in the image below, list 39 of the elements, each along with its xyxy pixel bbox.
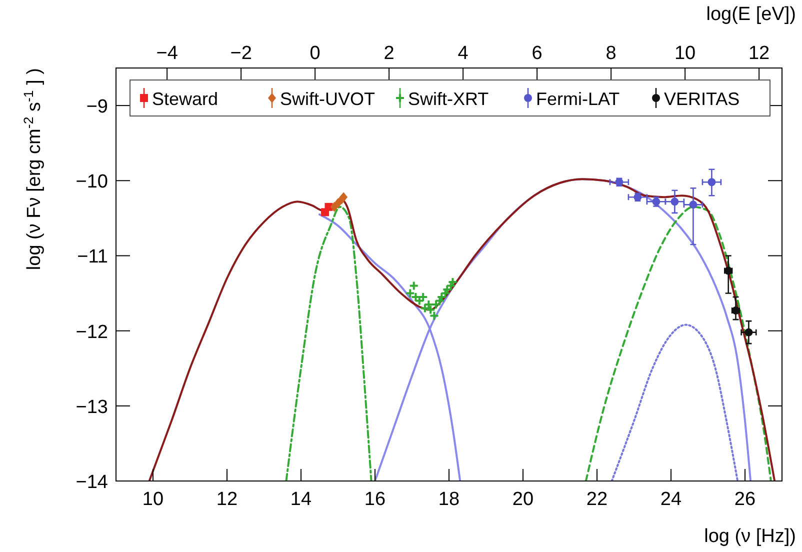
x-tick-label: 16 (364, 489, 386, 510)
x-tick-label: 24 (660, 489, 682, 510)
line-series (610, 324, 739, 481)
x2-tick-label: 8 (606, 43, 616, 64)
x-tick-label: 14 (290, 489, 312, 510)
x-tick-label: 20 (512, 489, 534, 510)
y-tick-label: −9 (86, 96, 108, 118)
point (744, 328, 753, 336)
y-tick-label: −14 (76, 472, 108, 493)
point (408, 280, 419, 291)
point (670, 198, 679, 206)
x2-tick-label: 12 (748, 43, 770, 64)
y-tick-label: −10 (76, 172, 108, 193)
x2-tick-label: 10 (674, 43, 696, 64)
x2-axis-title: log(E [eV]) (706, 4, 796, 25)
line-series (148, 178, 776, 481)
y-tick-label: −12 (76, 322, 108, 343)
y-tick-label: −11 (77, 246, 108, 268)
legend-label: Swift-XRT (408, 89, 489, 109)
legend-label: Fermi-LAT (536, 89, 620, 109)
x2-tick-label: 6 (532, 43, 542, 64)
x-tick-label: 18 (438, 489, 460, 510)
x2-tick-label: 2 (384, 43, 394, 64)
x2-tick-label: 4 (458, 43, 469, 64)
x2-tick-label: −4 (156, 43, 178, 64)
legend-label: Steward (152, 89, 218, 109)
x-tick-label: 26 (734, 489, 756, 510)
point (431, 300, 442, 310)
point (708, 178, 716, 186)
point (689, 200, 698, 209)
x2-tick-label: −2 (230, 43, 252, 64)
legend-label: VERITAS (664, 89, 740, 109)
legend-label: Swift-UVOT (280, 89, 376, 109)
y-tick-label: −13 (76, 396, 108, 418)
x-tick-label: 10 (142, 489, 164, 510)
x-tick-label: 22 (586, 489, 608, 510)
x-axis-title: log (ν [Hz]) (704, 526, 796, 547)
x-tick-label: 12 (216, 489, 238, 510)
x2-tick-label: 0 (310, 43, 320, 64)
